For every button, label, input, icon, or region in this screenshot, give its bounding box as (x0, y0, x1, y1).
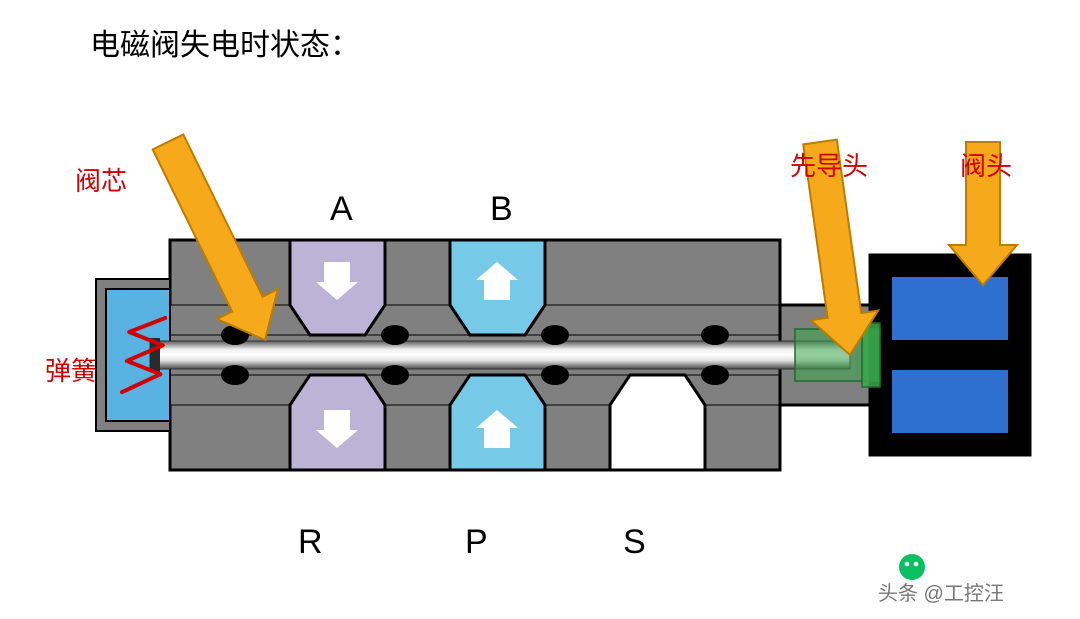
watermark-text: 头条 @工控汪 (878, 582, 1004, 605)
annotation-label: 阀芯 (75, 167, 127, 196)
port-label-S: S (623, 523, 646, 561)
annotation-label: 阀头 (960, 152, 1012, 181)
valve-diagram: A B R P S 阀芯弹簧 先导头 阀头 电子技术控头条 @工控汪 (0, 0, 1080, 619)
spool-rod (150, 338, 850, 372)
annotation-label: 先导头 (790, 152, 868, 181)
port-label-P: P (465, 523, 488, 561)
annotation-label: 弹簧 (45, 357, 97, 386)
port-label-R: R (298, 523, 323, 561)
port-label-B: B (490, 190, 513, 228)
watermark: 电子技术控头条 @工控汪 (878, 554, 1020, 605)
watermark-text: 电子技术控 (930, 557, 1020, 577)
port-label-A: A (330, 190, 353, 228)
page-title: 电磁阀失电时状态： (90, 20, 360, 64)
solenoid-head (870, 255, 1030, 455)
